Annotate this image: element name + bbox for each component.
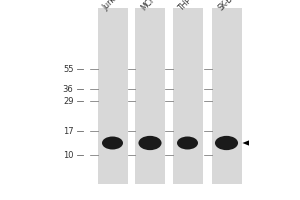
Text: THP-1: THP-1 (177, 0, 200, 12)
Text: MCF-7: MCF-7 (140, 0, 163, 12)
Text: 55: 55 (63, 64, 74, 73)
Bar (172, 8, 203, 184)
Text: 36: 36 (63, 85, 74, 94)
Text: Jurkat: Jurkat (101, 0, 123, 12)
Ellipse shape (177, 136, 198, 150)
Ellipse shape (102, 136, 123, 150)
Text: 17: 17 (63, 127, 74, 136)
Text: 10: 10 (63, 151, 74, 160)
Ellipse shape (215, 136, 238, 150)
Bar (212, 8, 242, 184)
Text: SK-BR-3: SK-BR-3 (216, 0, 243, 12)
Bar (135, 8, 165, 184)
Ellipse shape (138, 136, 162, 150)
Polygon shape (242, 140, 249, 146)
Bar (98, 8, 128, 184)
Text: 29: 29 (63, 97, 74, 106)
